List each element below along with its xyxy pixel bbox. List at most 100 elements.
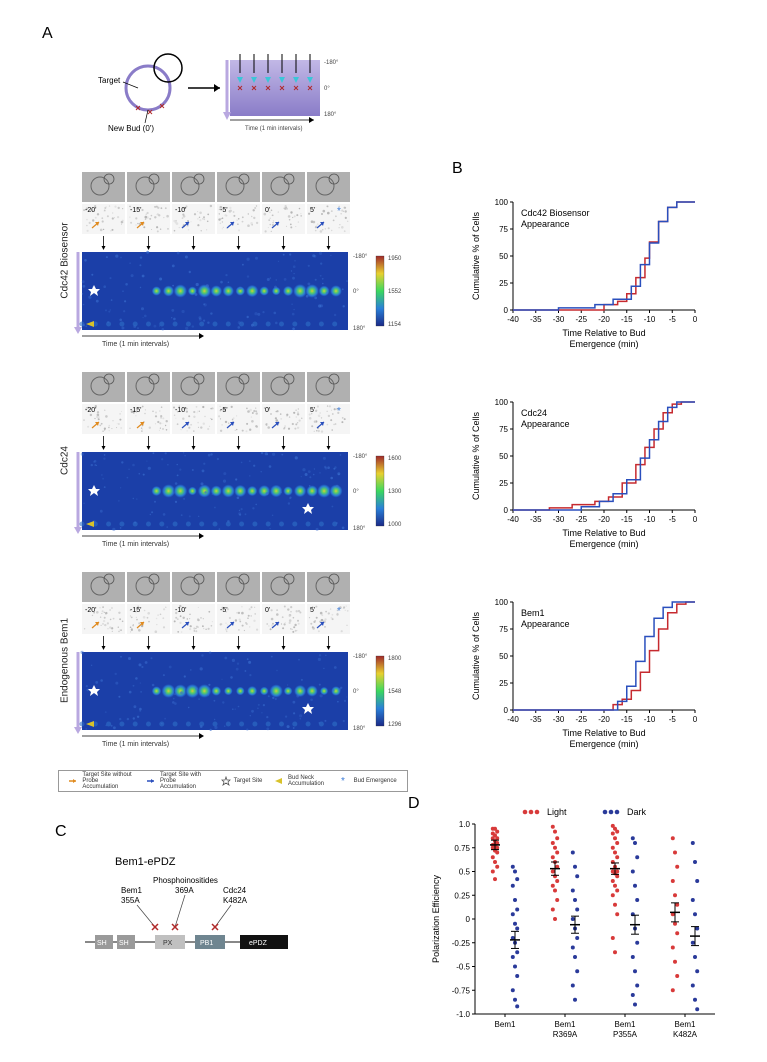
svg-text:369A: 369A [175, 886, 194, 895]
svg-text:-20': -20' [85, 607, 96, 614]
svg-text:Time (1 min intervals): Time (1 min intervals) [102, 341, 169, 348]
svg-text:5': 5' [310, 607, 315, 614]
legend-item-2: Target Site with Probe Accumulation [147, 772, 208, 790]
svg-text:Bem1: Bem1 [675, 1020, 696, 1029]
bem1-epdz-diagram: Bem1-ePDZ Bem1 355A Phosphoinositides 36… [75, 845, 335, 975]
svg-text:5': 5' [310, 207, 315, 214]
kymo-block-2: Endogenous Bem1-20'-15'-10'-5'0'5'*-180°… [58, 570, 418, 760]
svg-text:-40: -40 [507, 515, 519, 524]
svg-text:-25: -25 [575, 715, 587, 724]
svg-text:50: 50 [499, 652, 508, 661]
svg-text:1154: 1154 [388, 322, 402, 328]
svg-text:-5': -5' [220, 607, 228, 614]
svg-text:Emergence (min): Emergence (min) [569, 339, 638, 349]
svg-text:Bem1: Bem1 [495, 1020, 516, 1029]
target-label: Target [98, 76, 121, 85]
block-name: Cdc42 Biosensor [60, 216, 71, 306]
svg-text:-20': -20' [85, 407, 96, 414]
svg-text:0: 0 [504, 306, 509, 315]
legend-item-1: Target Site without Probe Accumulation [69, 772, 134, 790]
panel-label-a: A [42, 25, 53, 43]
svg-text:-20: -20 [598, 515, 610, 524]
legend-box: Target Site without Probe Accumulation T… [58, 770, 408, 792]
svg-text:Cdc24: Cdc24 [223, 886, 247, 895]
svg-text:-5: -5 [669, 315, 677, 324]
svg-text:-40: -40 [507, 315, 519, 324]
svg-text:PB1: PB1 [200, 940, 213, 947]
svg-text:0°: 0° [353, 289, 359, 295]
svg-text:Time (1 min intervals): Time (1 min intervals) [245, 126, 302, 132]
svg-text:Appearance: Appearance [521, 219, 570, 229]
svg-text:0: 0 [693, 315, 698, 324]
svg-text:R369A: R369A [553, 1030, 578, 1039]
svg-text:Time Relative to Bud: Time Relative to Bud [562, 728, 645, 738]
svg-text:-180°: -180° [324, 60, 339, 66]
kymo-block-1: Cdc24-20'-15'-10'-5'0'5'*-180°0°180°1600… [58, 370, 418, 560]
svg-text:P355A: P355A [613, 1030, 638, 1039]
svg-text:Time (1 min intervals): Time (1 min intervals) [102, 541, 169, 548]
svg-text:100: 100 [495, 598, 509, 607]
svg-text:Emergence (min): Emergence (min) [569, 739, 638, 749]
svg-text:0': 0' [265, 607, 270, 614]
svg-text:0: 0 [693, 715, 698, 724]
svg-text:-10': -10' [175, 407, 186, 414]
svg-text:-180°: -180° [353, 454, 368, 460]
schematic-diagram: Target New Bud (0') [90, 48, 350, 148]
svg-text:-0.25: -0.25 [452, 939, 471, 948]
svg-text:Cdc24: Cdc24 [521, 408, 547, 418]
svg-text:-25: -25 [575, 515, 587, 524]
svg-text:180°: 180° [353, 726, 366, 732]
svg-text:0°: 0° [353, 489, 359, 495]
svg-text:Appearance: Appearance [521, 619, 570, 629]
svg-text:180°: 180° [353, 526, 366, 532]
svg-text:Cdc42 Biosensor: Cdc42 Biosensor [521, 208, 590, 218]
svg-text:*: * [337, 206, 341, 217]
svg-text:Bem1-ePDZ: Bem1-ePDZ [115, 856, 176, 868]
svg-text:-15': -15' [130, 207, 141, 214]
svg-text:-15': -15' [130, 407, 141, 414]
svg-text:355A: 355A [121, 896, 140, 905]
svg-text:75: 75 [499, 425, 508, 434]
svg-text:-35: -35 [530, 715, 542, 724]
svg-text:0°: 0° [353, 689, 359, 695]
svg-text:1800: 1800 [388, 656, 402, 662]
svg-text:-35: -35 [530, 515, 542, 524]
svg-text:1548: 1548 [388, 689, 402, 695]
svg-text:0.5: 0.5 [459, 868, 471, 877]
svg-text:-5': -5' [220, 407, 228, 414]
svg-text:50: 50 [499, 252, 508, 261]
svg-text:-30: -30 [553, 315, 565, 324]
svg-text:180°: 180° [353, 326, 366, 332]
block-name: Cdc24 [60, 416, 71, 506]
svg-text:1.0: 1.0 [459, 820, 471, 829]
svg-text:-180°: -180° [353, 254, 368, 260]
svg-text:Dark: Dark [627, 807, 647, 817]
legend-item-5: * Bud Emergence [341, 776, 397, 786]
cumul-chart-2: 0255075100-40-35-30-25-20-15-10-50Bem1Ap… [465, 592, 705, 752]
svg-text:0: 0 [693, 515, 698, 524]
svg-text:25: 25 [499, 679, 508, 688]
svg-text:75: 75 [499, 625, 508, 634]
svg-text:-30: -30 [553, 515, 565, 524]
d-legend: LightDark [523, 807, 647, 817]
svg-text:Cumulative % of Cells: Cumulative % of Cells [471, 611, 481, 700]
panel-label-c: C [55, 823, 67, 841]
svg-text:-15: -15 [621, 715, 633, 724]
svg-text:5': 5' [310, 407, 315, 414]
svg-text:1600: 1600 [388, 456, 402, 462]
svg-text:0°: 0° [324, 86, 330, 92]
svg-text:-0.75: -0.75 [452, 986, 471, 995]
svg-text:Polarization Efficiency: Polarization Efficiency [431, 875, 441, 963]
kymo-block-0: Cdc42 Biosensor-20'-15'-10'-5'0'5'*-180°… [58, 170, 418, 360]
svg-text:0: 0 [504, 506, 509, 515]
legend-item-3: Target Site [221, 776, 263, 786]
svg-text:-15': -15' [130, 607, 141, 614]
svg-text:1552: 1552 [388, 289, 402, 295]
svg-text:180°: 180° [324, 112, 337, 118]
newbud-label: New Bud (0') [108, 124, 154, 133]
svg-text:0': 0' [265, 407, 270, 414]
svg-text:-25: -25 [575, 315, 587, 324]
svg-text:1300: 1300 [388, 489, 402, 495]
svg-text:-20: -20 [598, 315, 610, 324]
svg-text:Cumulative % of Cells: Cumulative % of Cells [471, 411, 481, 500]
